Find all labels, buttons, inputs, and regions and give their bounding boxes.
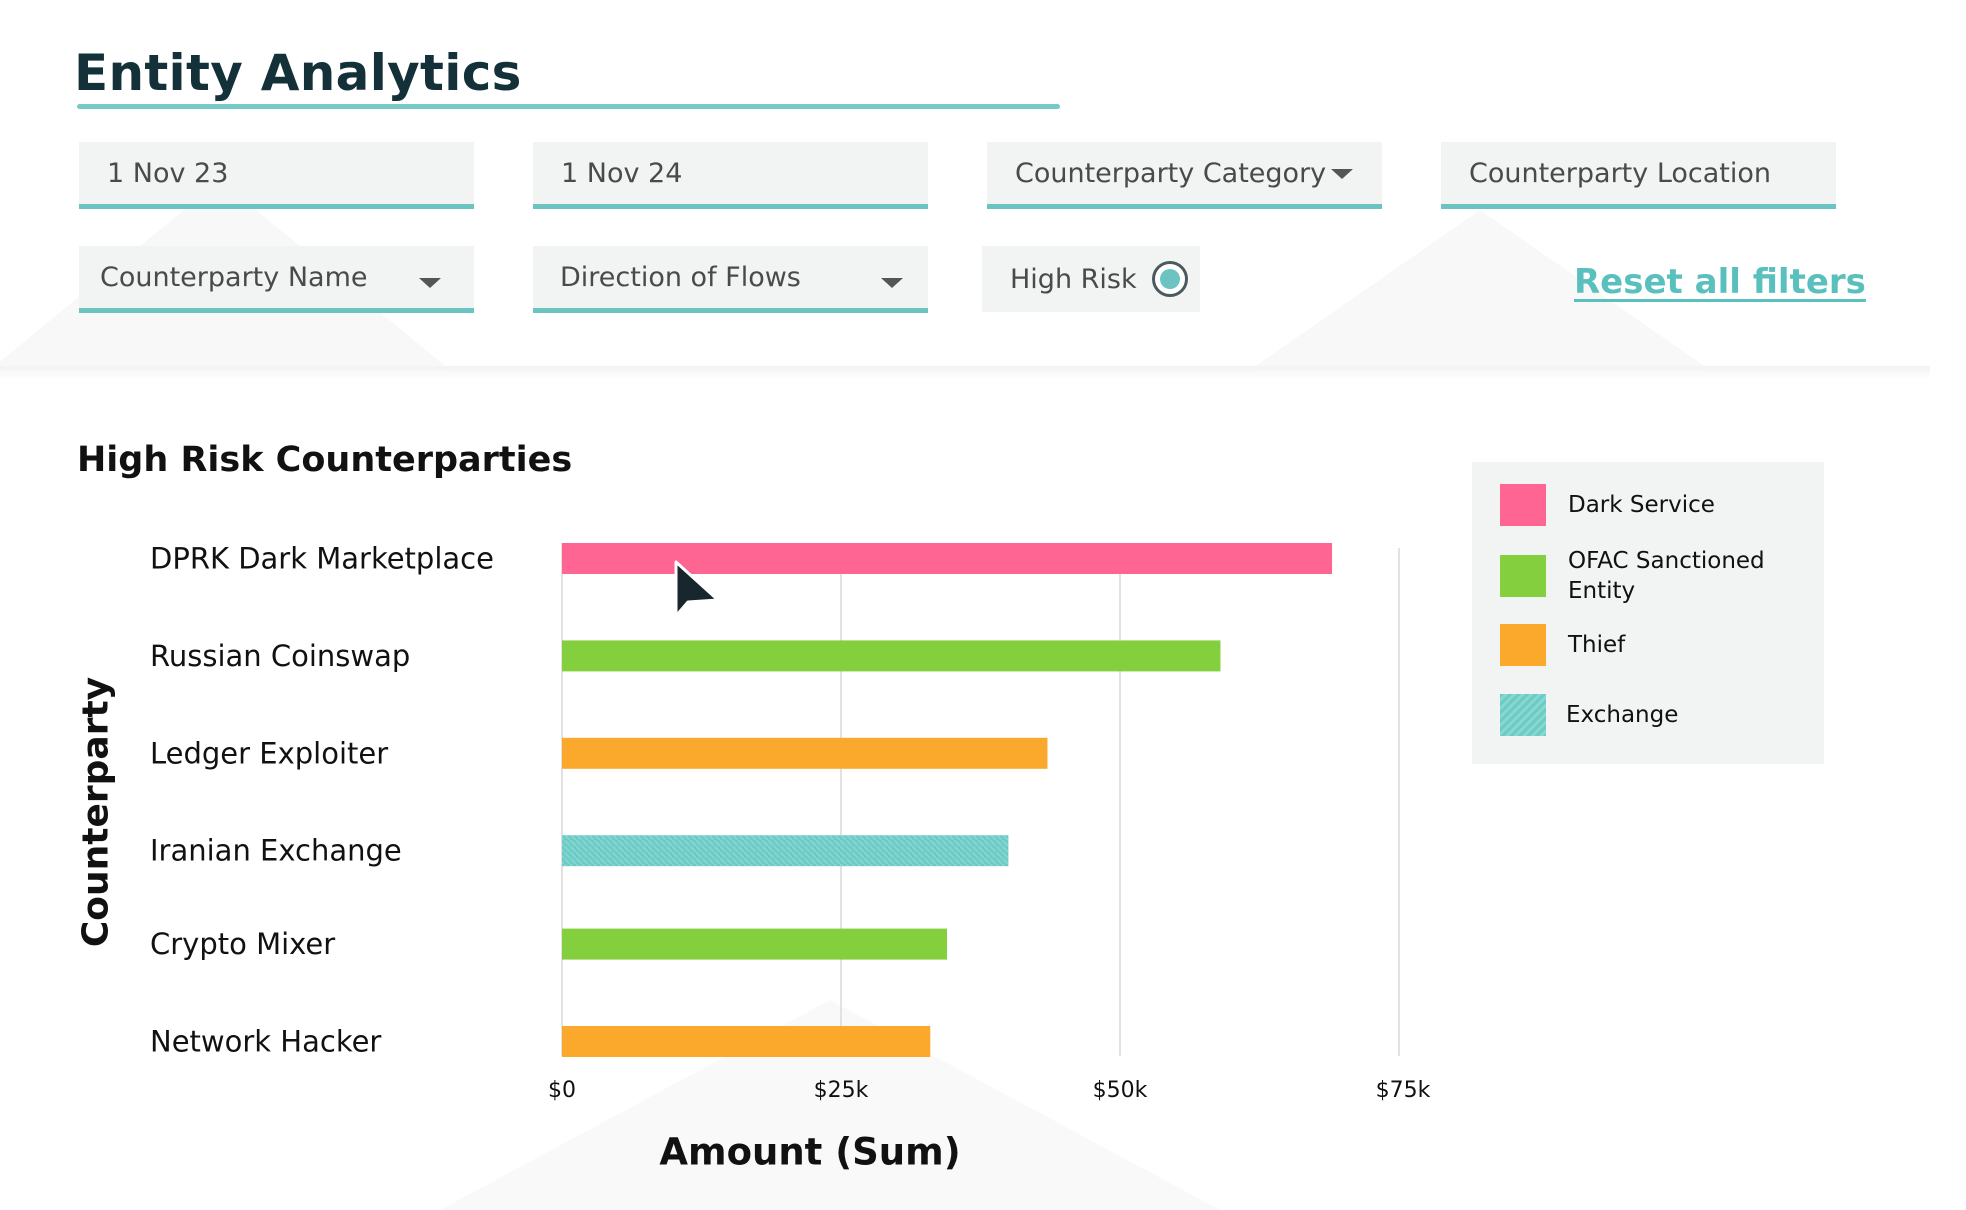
chart-legend: Dark Service OFAC Sanctioned Entity Thie… (1472, 462, 1824, 764)
counterparty-location-field[interactable]: Counterparty Location (1441, 142, 1836, 209)
arrow-cursor-icon (674, 560, 720, 618)
chevron-down-icon (1331, 169, 1353, 179)
filter-panel-shadow (0, 366, 1930, 380)
x-tick-label: $0 (548, 1078, 576, 1103)
bar (562, 835, 1009, 867)
legend-label: Dark Service (1568, 492, 1715, 518)
bar (562, 640, 1221, 672)
counterparty-location-label: Counterparty Location (1469, 157, 1772, 189)
bar (562, 928, 948, 960)
counterparty-name-dropdown[interactable]: Counterparty Name (79, 246, 474, 313)
x-tick-label: $25k (814, 1078, 869, 1103)
legend-swatch (1500, 555, 1546, 597)
legend-item-ofac: OFAC Sanctioned Entity (1500, 546, 1798, 606)
start-date-field[interactable]: 1 Nov 23 (79, 142, 474, 209)
bar (562, 737, 1048, 769)
legend-item-exchange: Exchange (1500, 694, 1796, 736)
high-risk-label: High Risk (1010, 263, 1137, 295)
high-risk-toggle[interactable]: High Risk (982, 246, 1200, 312)
y-category-label: Network Hacker (150, 1025, 381, 1059)
legend-swatch (1500, 624, 1546, 666)
counterparty-category-label: Counterparty Category (1015, 157, 1327, 189)
counterparty-name-label: Counterparty Name (100, 261, 368, 293)
legend-swatch (1500, 694, 1546, 736)
y-category-label: Crypto Mixer (150, 927, 335, 961)
chevron-down-icon (419, 278, 441, 288)
legend-item-thief: Thief (1500, 624, 1798, 666)
toggle-knob-icon[interactable] (1152, 261, 1188, 297)
y-category-label: Iranian Exchange (150, 834, 402, 868)
page-title: Entity Analytics (74, 44, 522, 102)
direction-of-flows-label: Direction of Flows (560, 261, 801, 293)
direction-of-flows-dropdown[interactable]: Direction of Flows (533, 246, 928, 313)
legend-label: Thief (1568, 632, 1626, 658)
title-underline (77, 104, 1060, 109)
end-date-field[interactable]: 1 Nov 24 (533, 142, 928, 209)
y-axis-title: Counterparty (75, 676, 117, 948)
x-tick-label: $75k (1376, 1078, 1431, 1103)
chart-title: High Risk Counterparties (77, 440, 573, 480)
end-date-value: 1 Nov 24 (561, 157, 683, 189)
y-category-label: Ledger Exploiter (150, 736, 388, 770)
x-axis-title: Amount (Sum) (659, 1130, 961, 1174)
start-date-value: 1 Nov 23 (107, 157, 229, 189)
y-category-label: Russian Coinswap (150, 639, 410, 673)
y-category-label: DPRK Dark Marketplace (150, 542, 494, 576)
counterparty-category-dropdown[interactable]: Counterparty Category (987, 142, 1382, 209)
legend-label: Exchange (1566, 702, 1679, 728)
legend-item-dark-service: Dark Service (1500, 484, 1798, 526)
legend-label: OFAC Sanctioned Entity (1568, 548, 1765, 604)
background-shape (440, 1000, 1220, 1210)
bar (562, 1026, 931, 1057)
x-tick-label: $50k (1093, 1078, 1148, 1103)
reset-all-filters-link[interactable]: Reset all filters (1574, 262, 1866, 302)
legend-swatch (1500, 484, 1546, 526)
chevron-down-icon (881, 278, 903, 288)
